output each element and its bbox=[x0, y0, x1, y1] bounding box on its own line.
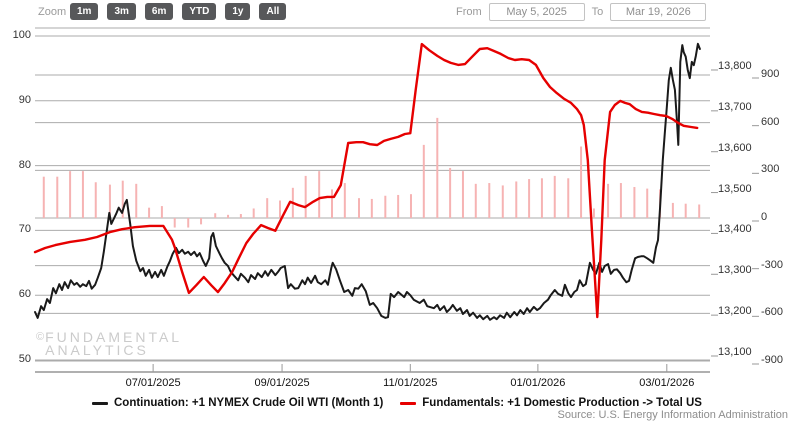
zoom-button-ytd[interactable]: YTD bbox=[182, 3, 217, 20]
legend-label-wti: Continuation: +1 NYMEX Crude Oil WTI (Mo… bbox=[114, 397, 384, 409]
source-attribution: Source: U.S. Energy Information Administ… bbox=[557, 409, 789, 421]
zoom-button-1y[interactable]: 1y bbox=[225, 3, 251, 20]
red-line-marker bbox=[400, 401, 417, 405]
date-range-controls: From To bbox=[456, 3, 707, 21]
production-axis-label: 13,100 bbox=[718, 346, 752, 358]
x-axis-label: 11/01/2025 bbox=[383, 377, 438, 389]
left-axis-label: 100 bbox=[12, 29, 31, 41]
zoom-button-6m[interactable]: 6m bbox=[144, 3, 174, 20]
to-date-input[interactable] bbox=[610, 3, 707, 21]
change-axis-label: -600 bbox=[761, 306, 784, 319]
watermark-line2: Analytics bbox=[45, 342, 149, 358]
production-axis-label: 13,500 bbox=[718, 182, 752, 195]
to-label: To bbox=[591, 6, 604, 18]
black-line-marker bbox=[92, 401, 108, 405]
legend-label-production: Fundamentals: +1 Domestic Production -> … bbox=[422, 397, 702, 409]
x-axis-label: 07/01/2025 bbox=[125, 377, 181, 389]
watermark-line1: Fundamental bbox=[45, 329, 183, 345]
zoom-button-1m[interactable]: 1m bbox=[70, 3, 99, 20]
zoom-label: Zoom bbox=[38, 6, 67, 18]
change-axis-label: -300 bbox=[761, 258, 784, 271]
legend-item-production[interactable]: Fundamentals: +1 Domestic Production -> … bbox=[400, 397, 702, 409]
x-axis-label: 03/01/2026 bbox=[639, 377, 695, 389]
production-axis-label: 13,300 bbox=[718, 264, 752, 277]
change-axis-label: 600 bbox=[761, 115, 780, 128]
zoom-button-all[interactable]: All bbox=[259, 3, 287, 20]
production-axis-label: 13,700 bbox=[718, 100, 752, 113]
legend-item-wti[interactable]: Continuation: +1 NYMEX Crude Oil WTI (Mo… bbox=[92, 397, 383, 409]
copyright-icon: © bbox=[36, 331, 45, 343]
left-axis-label: 80 bbox=[18, 158, 31, 171]
production-line[interactable] bbox=[33, 42, 699, 319]
left-axis-label: 60 bbox=[18, 288, 31, 301]
left-axis-label: 50 bbox=[18, 353, 31, 365]
watermark-logo: © Fundamental Analytics bbox=[36, 329, 183, 358]
change-axis-label: 300 bbox=[761, 163, 780, 176]
zoom-buttons: 1m 3m 6m YTD 1y All bbox=[70, 3, 287, 20]
production-axis-label: 13,600 bbox=[718, 141, 752, 154]
legend: Continuation: +1 NYMEX Crude Oil WTI (Mo… bbox=[92, 397, 702, 409]
zoom-button-3m[interactable]: 3m bbox=[107, 3, 136, 20]
left-axis-label: 90 bbox=[18, 93, 31, 106]
change-axis-label: 0 bbox=[761, 211, 768, 223]
from-label: From bbox=[456, 6, 482, 18]
production-axis-label: 13,800 bbox=[718, 59, 752, 72]
x-axis-label: 01/01/2026 bbox=[510, 377, 566, 389]
production-axis-label: 13,200 bbox=[718, 305, 752, 318]
from-date-input[interactable] bbox=[488, 3, 585, 21]
change-axis-label: 900 bbox=[761, 67, 780, 80]
wti-price-line[interactable] bbox=[34, 42, 701, 321]
change-axis-label: -900 bbox=[761, 354, 784, 366]
production-axis-label: 13,400 bbox=[718, 223, 752, 236]
x-axis-label: 09/01/2025 bbox=[254, 377, 310, 389]
left-axis-label: 70 bbox=[18, 223, 31, 236]
